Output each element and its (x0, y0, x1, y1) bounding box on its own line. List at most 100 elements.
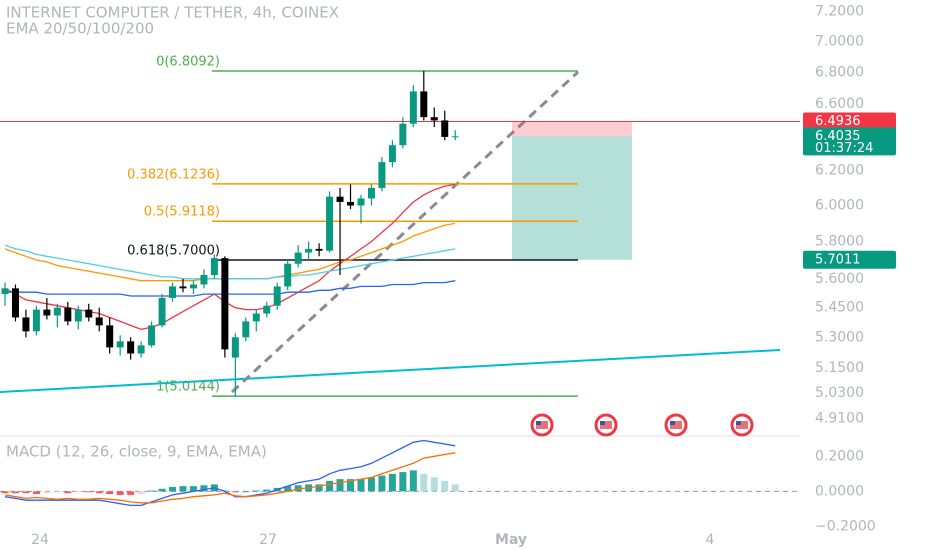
histogram-bar (336, 479, 344, 492)
y-tick-label: 5.1500 (815, 360, 864, 376)
histogram-bar (315, 484, 323, 492)
candle-body (252, 313, 260, 322)
back-layer (0, 70, 800, 437)
histogram-bar (189, 486, 197, 492)
candle-body (242, 321, 250, 338)
histogram-bar (263, 489, 271, 492)
position-target-zone (512, 136, 632, 260)
candle-body (127, 341, 135, 354)
histogram-bar (32, 491, 40, 495)
candle-body (106, 325, 114, 348)
last-price-text: 6.4035 (815, 129, 861, 144)
histogram-bar (53, 491, 61, 493)
candle-body (378, 162, 386, 188)
y-tick-label: 6.6000 (815, 96, 864, 112)
histogram-bar (326, 480, 334, 492)
y-tick-label: 0.0000 (815, 483, 864, 499)
histogram-bar (106, 491, 114, 495)
candle-body (273, 286, 281, 306)
histogram-bar (74, 491, 82, 493)
flag-icon[interactable] (594, 413, 618, 437)
histogram-bar (64, 491, 72, 494)
y-tick-label: 5.8000 (815, 234, 864, 250)
histogram-bar (116, 491, 124, 495)
flag-icon[interactable] (730, 413, 754, 437)
histogram-bar (231, 491, 239, 493)
histogram-bar (158, 488, 166, 492)
ema-line (4, 244, 456, 280)
target-price-tag (803, 250, 896, 269)
y-tick-label: 6.0000 (815, 197, 864, 213)
histogram-bar (200, 485, 208, 492)
histogram-bar (43, 491, 51, 494)
y-tick-label: 7.0000 (815, 34, 864, 50)
flag-icon[interactable] (530, 413, 554, 437)
histogram-bar (22, 491, 30, 494)
candle-body (200, 275, 208, 285)
histogram-bar (451, 484, 459, 492)
histogram-bar (95, 491, 103, 494)
candle-body (189, 284, 197, 289)
y-tick-label: −0.2000 (815, 518, 876, 534)
y-tick-label: 6.2000 (815, 163, 864, 179)
chart-title: INTERNET COMPUTER / TETHER, 4h, COINEX (6, 4, 339, 22)
candle-body (74, 309, 82, 322)
histogram-bar (169, 487, 177, 492)
histogram-bar (441, 480, 449, 492)
candle-body (95, 317, 103, 326)
signal-line (4, 452, 456, 504)
candle-body (148, 325, 156, 346)
y-tick-label: 6.8000 (815, 64, 864, 80)
y-tick-label: 5.4500 (815, 300, 864, 316)
histogram-bar (420, 473, 428, 492)
y-tick-label: 0.2000 (815, 448, 864, 464)
x-tick-label: 27 (259, 532, 277, 548)
candle-body (315, 248, 323, 251)
ema-line (4, 183, 456, 330)
candle-body (158, 297, 166, 326)
alert-price-tag (803, 112, 896, 131)
candle-body (231, 337, 239, 358)
flag-icon[interactable] (664, 413, 688, 437)
histogram-bar (409, 470, 417, 492)
fib-label: 0.618(5.7000) (127, 243, 220, 258)
dashed-trend-line (230, 70, 580, 394)
candle-body (32, 309, 40, 332)
histogram-bar (252, 490, 260, 492)
histogram-bar (242, 491, 250, 493)
candle-body (284, 263, 292, 287)
histogram-bar (137, 491, 145, 495)
histogram-bar (284, 486, 292, 492)
position-stop-zone (512, 121, 632, 137)
candle-body (451, 136, 459, 138)
histogram-bar (388, 473, 396, 492)
trend-line (0, 349, 781, 393)
candle-body (336, 196, 344, 202)
candle-body (137, 345, 145, 354)
fib-label: 0.5(5.9118) (144, 205, 220, 220)
candle-body (169, 286, 177, 298)
last-price-tag (803, 127, 896, 156)
histogram-bar (148, 490, 156, 492)
histogram-bar (85, 491, 93, 493)
y-tick-label: 5.0300 (815, 385, 864, 401)
candle-body (347, 201, 355, 206)
histogram-bar (357, 479, 365, 492)
candle-body (388, 145, 396, 163)
ema-line (5, 280, 456, 297)
histogram-bar (399, 472, 407, 492)
candle-body (116, 341, 124, 348)
indicator-title: EMA 20/50/100/200 (6, 20, 154, 38)
event-icons (530, 413, 754, 437)
y-tick-label: 5.3000 (815, 329, 864, 345)
histogram-bar (367, 477, 375, 492)
candle-body (85, 309, 93, 318)
candle-body (11, 288, 19, 318)
x-tick-label: May (495, 532, 527, 548)
histogram-bar (430, 477, 438, 492)
candle-body (441, 120, 449, 137)
histogram-bar (127, 491, 135, 495)
candle-body (64, 307, 72, 322)
